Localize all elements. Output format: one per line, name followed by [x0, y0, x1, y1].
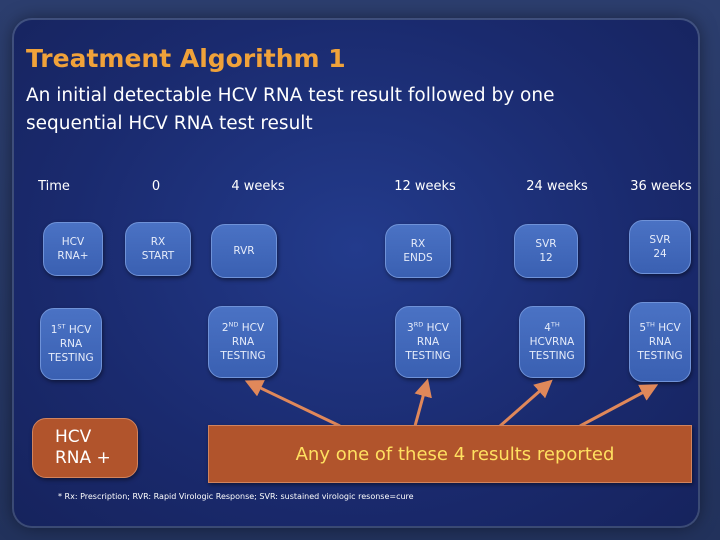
cell-rvr: RVR — [211, 224, 277, 278]
cell-label: 2ND HCV RNA TESTING — [219, 321, 267, 363]
cell-svr24: SVR 24 — [629, 220, 691, 274]
header-week-12: 12 weeks — [394, 179, 456, 194]
ordinal-number: 5 — [639, 322, 647, 334]
cell-label: HCV RNA+ — [57, 236, 89, 262]
header-week-4: 4 weeks — [231, 179, 285, 194]
footnote: * Rx: Prescription; RVR: Rapid Virologic… — [58, 492, 414, 501]
cell-label: RVR — [233, 245, 255, 257]
cell-rx-ends: RX ENDS — [385, 224, 451, 278]
testing-text: HCV RNA TESTING — [405, 322, 451, 362]
ordinal-number: 4 — [544, 322, 551, 334]
cell-2nd-testing: 2ND HCV RNA TESTING — [208, 306, 278, 378]
header-week-0: 0 — [151, 179, 161, 194]
cell-label: SVR 24 — [649, 234, 671, 260]
cell-label: 3RD HCV RNA TESTING — [404, 321, 452, 363]
ordinal-number: 1 — [50, 324, 58, 336]
ordinal-suffix: TH — [550, 320, 560, 329]
cell-4th-testing: 4TH HCVRNA TESTING — [519, 306, 585, 378]
ordinal-suffix: ST — [57, 322, 66, 331]
cell-label: RX ENDS — [403, 238, 433, 264]
testing-text: HCV RNA TESTING — [48, 324, 94, 364]
cell-label: RX START — [141, 236, 175, 262]
testing-text: HCV RNA TESTING — [220, 322, 266, 362]
results-reported-box: Any one of these 4 results reported — [208, 425, 692, 483]
ordinal-suffix: RD — [413, 320, 424, 329]
header-week-36: 36 weeks — [630, 179, 692, 194]
cell-rx-start: RX START — [125, 222, 191, 276]
cell-svr12: SVR 12 — [514, 224, 578, 278]
cell-hcv-rna-positive: HCV RNA+ — [43, 222, 103, 276]
ordinal-number: 2 — [221, 322, 229, 334]
ordinal-suffix: ND — [228, 320, 239, 329]
cell-5th-testing: 5TH HCV RNA TESTING — [629, 302, 691, 382]
slide-subtitle: An initial detectable HCV RNA test resul… — [26, 85, 555, 134]
testing-text: HCV RNA TESTING — [637, 322, 683, 362]
box-line-2: RNA + — [55, 448, 111, 468]
cell-1st-testing: 1ST HCV RNA TESTING — [40, 308, 102, 380]
testing-text: HCVRNA TESTING — [529, 336, 575, 362]
slide-title: Treatment Algorithm 1 — [26, 44, 346, 73]
header-week-24: 24 weeks — [526, 179, 588, 194]
ordinal-suffix: TH — [646, 320, 655, 329]
ordinal-number: 3 — [407, 322, 414, 334]
box-line-1: HCV — [55, 427, 92, 447]
header-time: Time — [38, 179, 70, 194]
cell-3rd-testing: 3RD HCV RNA TESTING — [395, 306, 461, 378]
cell-label: SVR 12 — [535, 238, 557, 264]
cell-label: 4TH HCVRNA TESTING — [526, 321, 578, 363]
cell-label: 1ST HCV RNA TESTING — [45, 323, 97, 365]
hcv-rna-positive-box: HCV RNA + — [32, 418, 138, 478]
cell-label: 5TH HCV RNA TESTING — [637, 321, 682, 363]
